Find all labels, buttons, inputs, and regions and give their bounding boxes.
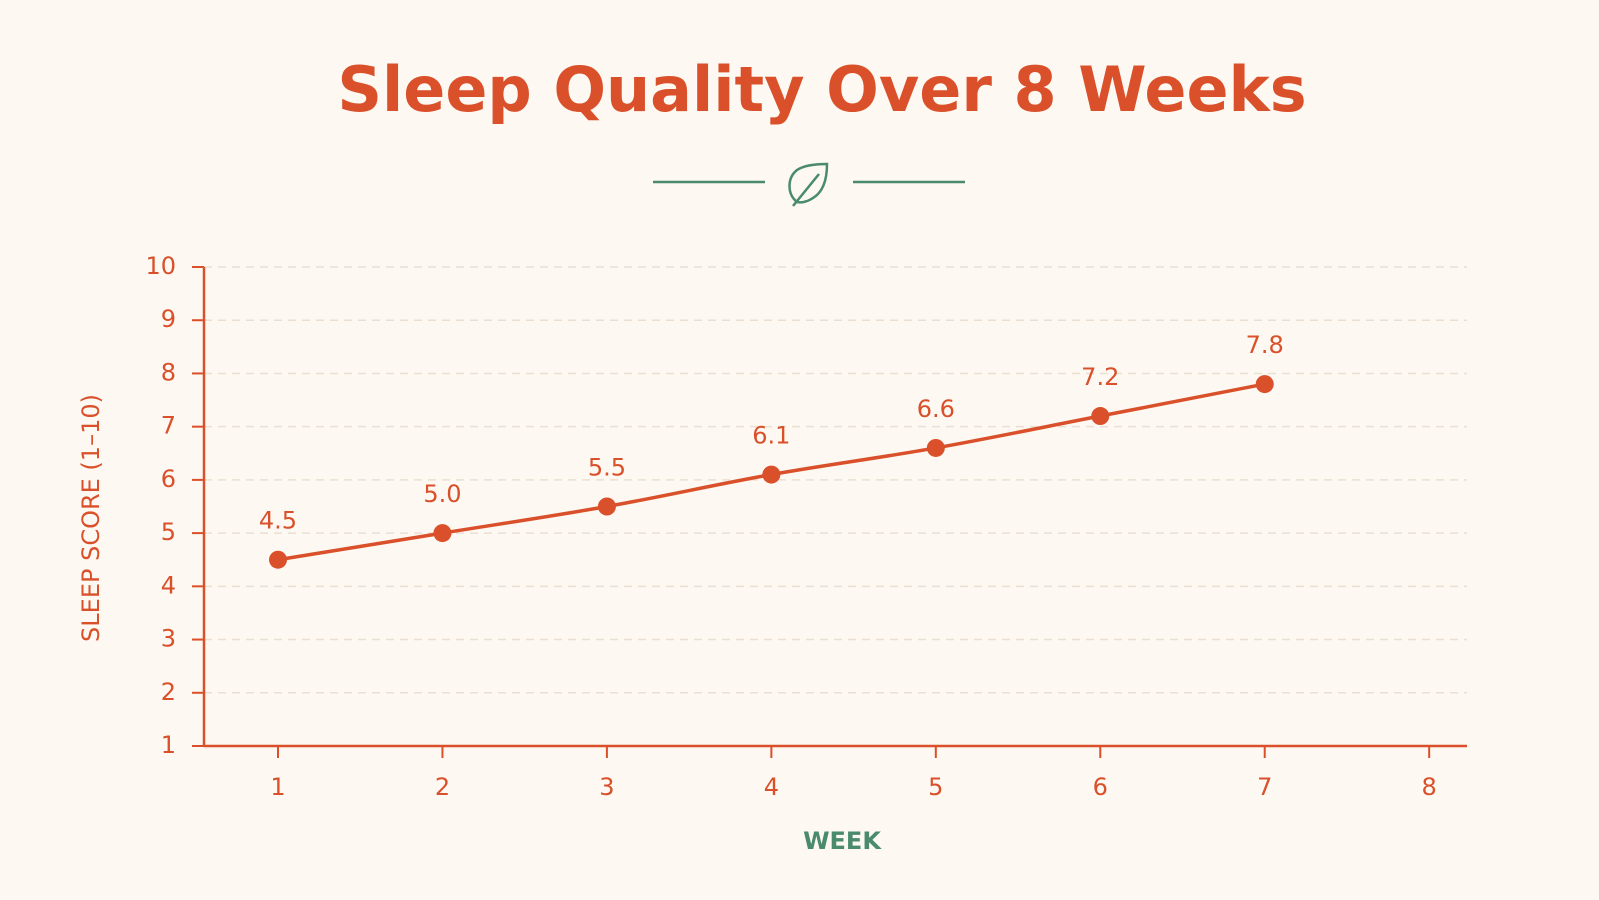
point: [1091, 407, 1110, 426]
data-label: 7.8: [1246, 331, 1284, 359]
y-tick-label: 3: [161, 625, 176, 653]
x-tick-label: 1: [270, 773, 285, 801]
data-label: 6.1: [752, 422, 790, 450]
y-axis-title: SLEEP SCORE (1–10): [77, 394, 105, 642]
chart-title: Sleep Quality Over 8 Weeks: [337, 53, 1306, 126]
x-tick-label: 2: [435, 773, 450, 801]
data-label: 5.0: [423, 480, 461, 508]
x-tick-label: 6: [1093, 773, 1108, 801]
y-tick-label: 6: [161, 465, 176, 493]
y-tick-label: 9: [161, 305, 176, 333]
y-tick-label: 10: [145, 252, 176, 280]
y-tick-label: 2: [161, 678, 176, 706]
title-ornament: [653, 162, 965, 207]
point: [762, 465, 781, 484]
x-tick-label: 4: [764, 773, 779, 801]
y-tick-label: 1: [161, 731, 176, 759]
data-label: 4.5: [259, 507, 297, 535]
point: [926, 438, 945, 457]
y-tick-label: 4: [161, 571, 176, 599]
data-label: 7.2: [1081, 363, 1119, 391]
x-tick-label: 8: [1422, 773, 1437, 801]
point: [269, 550, 288, 569]
y-tick-label: 5: [161, 518, 176, 546]
point: [1255, 375, 1274, 394]
x-tick-label: 7: [1257, 773, 1272, 801]
point: [433, 524, 452, 543]
data-label: 6.6: [917, 395, 955, 423]
point: [597, 497, 616, 516]
y-tick-label: 8: [161, 358, 176, 386]
y-tick-label: 7: [161, 412, 176, 440]
data-label: 5.5: [588, 454, 626, 482]
x-tick-label: 3: [599, 773, 614, 801]
x-axis-title: WEEK: [803, 827, 882, 855]
x-tick-label: 5: [928, 773, 943, 801]
